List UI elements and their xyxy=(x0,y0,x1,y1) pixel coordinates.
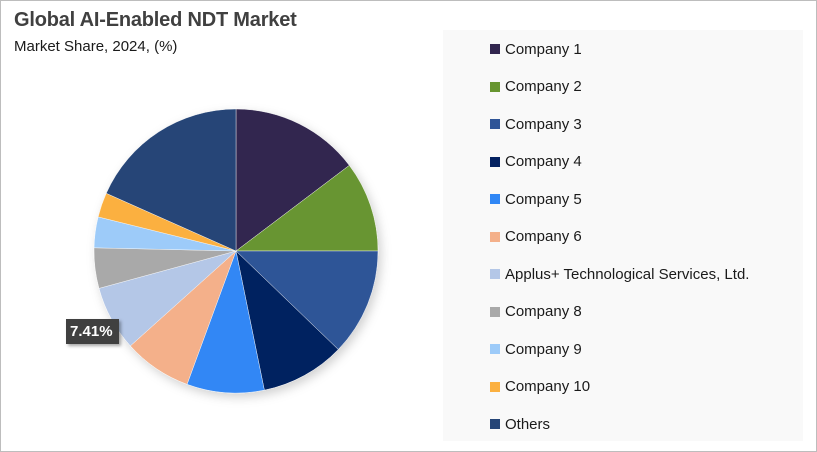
legend-label: Others xyxy=(505,415,551,433)
legend-item[interactable]: Company 10 xyxy=(490,377,590,397)
legend-label: Company 5 xyxy=(505,190,582,208)
legend-item[interactable]: Company 6 xyxy=(490,227,582,247)
legend-item[interactable]: Company 9 xyxy=(490,339,582,359)
legend-swatch-icon xyxy=(490,419,500,429)
legend-item[interactable]: Company 3 xyxy=(490,114,582,134)
legend-swatch-icon xyxy=(490,194,500,204)
legend-swatch-icon xyxy=(490,119,500,129)
legend-label: Company 9 xyxy=(505,340,582,358)
legend-label: Applus+ Technological Services, Ltd. xyxy=(505,265,750,283)
legend-item[interactable]: Company 5 xyxy=(490,189,582,209)
chart-subtitle: Market Share, 2024, (%) xyxy=(14,38,178,55)
data-label-applus: 7.41% xyxy=(66,319,119,344)
pie-svg xyxy=(93,108,379,394)
pie-slice[interactable] xyxy=(235,165,379,252)
legend-label: Company 1 xyxy=(505,40,582,58)
chart-title: Global AI-Enabled NDT Market xyxy=(14,9,297,31)
legend-swatch-icon xyxy=(490,269,500,279)
legend-label: Company 2 xyxy=(505,78,582,95)
pie-slice[interactable] xyxy=(235,250,339,391)
legend-label: Company 6 xyxy=(505,228,582,245)
pie-slice[interactable] xyxy=(235,108,350,252)
legend-swatch-icon xyxy=(490,344,500,354)
legend-swatch-icon xyxy=(490,231,500,242)
legend-item[interactable]: Company 2 xyxy=(490,77,582,97)
legend-item[interactable]: Company 1 xyxy=(490,39,582,59)
legend-item[interactable]: Company 8 xyxy=(490,302,582,322)
pie-chart xyxy=(81,96,391,406)
legend-label: Company 4 xyxy=(505,153,582,170)
legend-swatch-icon xyxy=(490,306,500,317)
legend-swatch-icon xyxy=(490,44,500,54)
legend-swatch-icon xyxy=(490,156,500,167)
legend-item[interactable]: Others xyxy=(490,414,550,434)
pie-slice[interactable] xyxy=(105,108,237,252)
legend-label: Company 8 xyxy=(505,303,582,320)
legend-label: Company 10 xyxy=(505,378,591,395)
legend-item[interactable]: Applus+ Technological Services, Ltd. xyxy=(490,264,749,284)
legend-label: Company 3 xyxy=(505,115,582,133)
legend-swatch-icon xyxy=(490,381,500,392)
legend-item[interactable]: Company 4 xyxy=(490,152,582,172)
pie-slice[interactable] xyxy=(235,250,379,350)
legend-swatch-icon xyxy=(490,81,500,92)
legend: Company 1 Company 2 Company 3 Company 4 Comp… xyxy=(443,30,803,441)
